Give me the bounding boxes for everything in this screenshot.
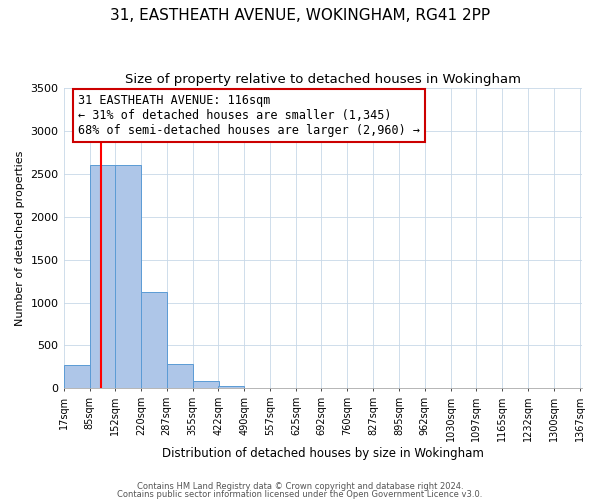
Text: 31, EASTHEATH AVENUE, WOKINGHAM, RG41 2PP: 31, EASTHEATH AVENUE, WOKINGHAM, RG41 2P… xyxy=(110,8,490,22)
Bar xyxy=(89,166,116,388)
Bar xyxy=(141,292,167,388)
Bar xyxy=(193,381,218,388)
Text: Contains HM Land Registry data © Crown copyright and database right 2024.: Contains HM Land Registry data © Crown c… xyxy=(137,482,463,491)
Bar xyxy=(167,364,193,388)
Bar xyxy=(218,386,244,388)
Text: 31 EASTHEATH AVENUE: 116sqm
← 31% of detached houses are smaller (1,345)
68% of : 31 EASTHEATH AVENUE: 116sqm ← 31% of det… xyxy=(78,94,420,137)
X-axis label: Distribution of detached houses by size in Wokingham: Distribution of detached houses by size … xyxy=(161,447,484,460)
Y-axis label: Number of detached properties: Number of detached properties xyxy=(15,150,25,326)
Text: Contains public sector information licensed under the Open Government Licence v3: Contains public sector information licen… xyxy=(118,490,482,499)
Bar xyxy=(115,166,141,388)
Title: Size of property relative to detached houses in Wokingham: Size of property relative to detached ho… xyxy=(125,72,521,86)
Bar xyxy=(64,364,89,388)
